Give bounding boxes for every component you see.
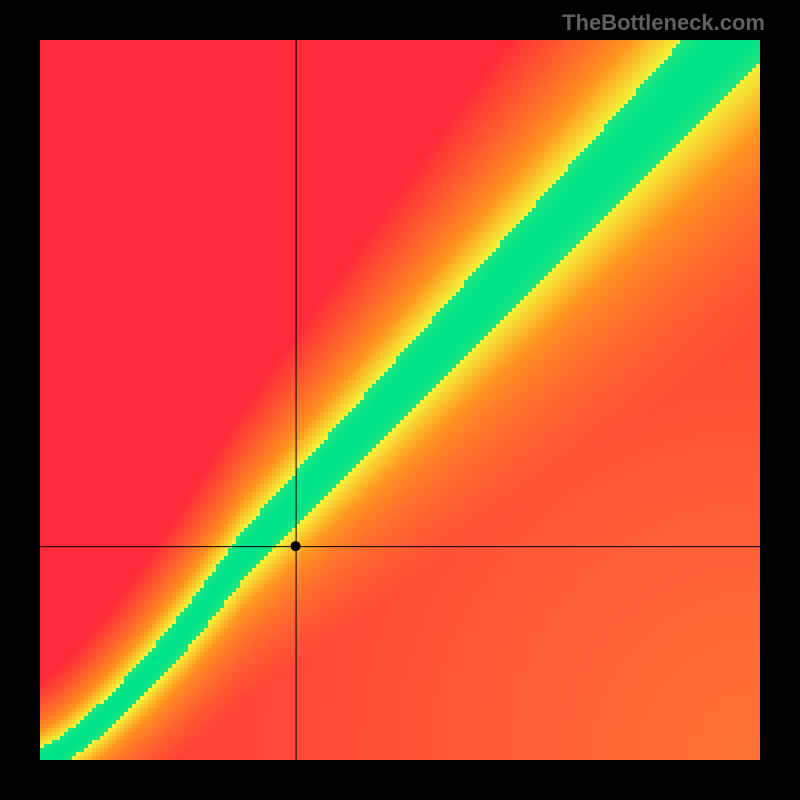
heatmap-plot — [40, 40, 760, 760]
chart-container: TheBottleneck.com — [0, 0, 800, 800]
watermark-text: TheBottleneck.com — [562, 10, 765, 36]
crosshair-overlay — [40, 40, 760, 760]
